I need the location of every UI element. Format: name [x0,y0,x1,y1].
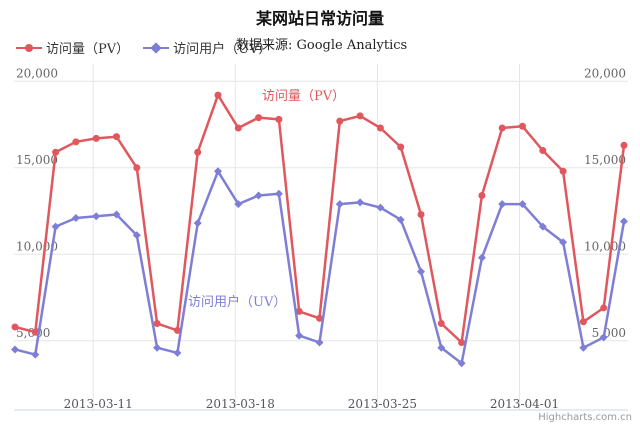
data-point-uv [234,200,243,209]
series-line-0 [14,93,626,344]
data-point-pv [458,339,466,347]
data-point-pv [519,122,526,130]
series-label-uv: 访问用户（UV） [188,294,286,310]
data-point-pv [417,211,425,219]
data-point-uv [214,167,222,176]
data-point-uv [620,217,628,226]
data-point-pv [52,148,60,156]
data-point-pv [72,138,80,146]
data-point-uv [274,189,283,198]
data-point-pv [214,91,222,99]
data-point-pv [397,143,405,151]
data-point-pv [153,320,161,327]
data-point-pv [113,133,120,141]
x-tick-label: 2013-03-11 [64,397,133,411]
x-tick-label: 2013-04-01 [490,397,559,411]
data-point-pv [194,148,202,156]
data-point-uv [315,338,324,347]
y-tick-label-right: 5,000 [592,326,626,340]
data-point-uv [396,215,405,224]
legend-item-uv[interactable]: 访问用户（UV） [143,38,272,57]
data-point-uv [193,219,202,228]
x-tick-label: 2013-03-18 [206,397,275,411]
data-point-uv [71,213,80,222]
series-line-1 [14,170,626,365]
data-point-uv [132,231,141,240]
y-tick-label-left: 15,000 [16,153,58,167]
data-point-pv [133,164,141,172]
chart-title: 某网站日常访问量 [255,9,384,28]
data-point-pv [620,141,628,149]
data-point-uv [11,345,19,354]
data-point-pv [11,323,19,331]
data-point-uv [254,191,263,200]
data-point-pv [92,134,100,142]
data-point-pv [255,114,263,122]
data-point-uv [477,253,486,262]
data-point-uv [498,200,507,209]
data-point-pv [31,328,39,336]
y-tick-label-right: 10,000 [584,239,626,253]
data-point-pv [173,326,181,334]
x-tick-label: 2013-03-25 [348,397,417,411]
y-tick-label-left: 20,000 [16,66,58,80]
data-point-pv [295,307,303,315]
data-point-uv [31,350,40,359]
data-point-uv [518,200,527,209]
data-point-uv [538,222,547,231]
data-point-uv [51,222,60,231]
data-point-pv [579,318,587,326]
data-point-uv [579,343,588,352]
chart-subtitle: 数据来源: Google Analytics [236,38,408,53]
data-point-uv [417,267,425,276]
data-point-pv [600,304,608,312]
data-point-uv [295,331,304,340]
data-point-uv [437,343,446,352]
data-point-pv [234,124,242,132]
data-point-pv [498,124,506,132]
legend-pv-label: 访问量（PV） [46,42,130,57]
y-tick-label-left: 10,000 [16,239,58,253]
data-point-uv [356,198,365,207]
credits-link[interactable]: Highcharts.com.cn [538,412,632,423]
data-point-uv [173,348,182,357]
data-point-uv [457,359,466,368]
legend-uv-label: 访问用户（UV） [173,42,272,57]
data-point-pv [275,115,283,123]
data-point-pv [437,320,445,327]
data-point-uv [112,210,121,219]
legend: 访问量（PV） 访问用户（UV） [16,38,286,57]
data-point-pv [316,314,323,322]
data-point-uv [376,203,385,212]
data-point-pv [478,191,486,199]
legend-uv-swatch [143,41,170,54]
data-point-pv [539,147,547,154]
data-point-uv [92,212,101,221]
data-point-uv [599,333,608,342]
data-point-uv [559,238,568,247]
data-point-pv [336,117,344,125]
data-point-pv [376,124,384,132]
y-tick-label-right: 15,000 [584,153,626,167]
y-tick-label-right: 20,000 [584,66,626,80]
data-point-pv [356,112,364,120]
data-point-uv [335,200,344,209]
data-point-uv [153,343,162,352]
legend-item-pv[interactable]: 访问量（PV） [16,38,129,57]
legend-pv-swatch [16,42,42,54]
data-point-pv [559,167,567,175]
series-label-pv: 访问量（PV） [262,89,345,104]
